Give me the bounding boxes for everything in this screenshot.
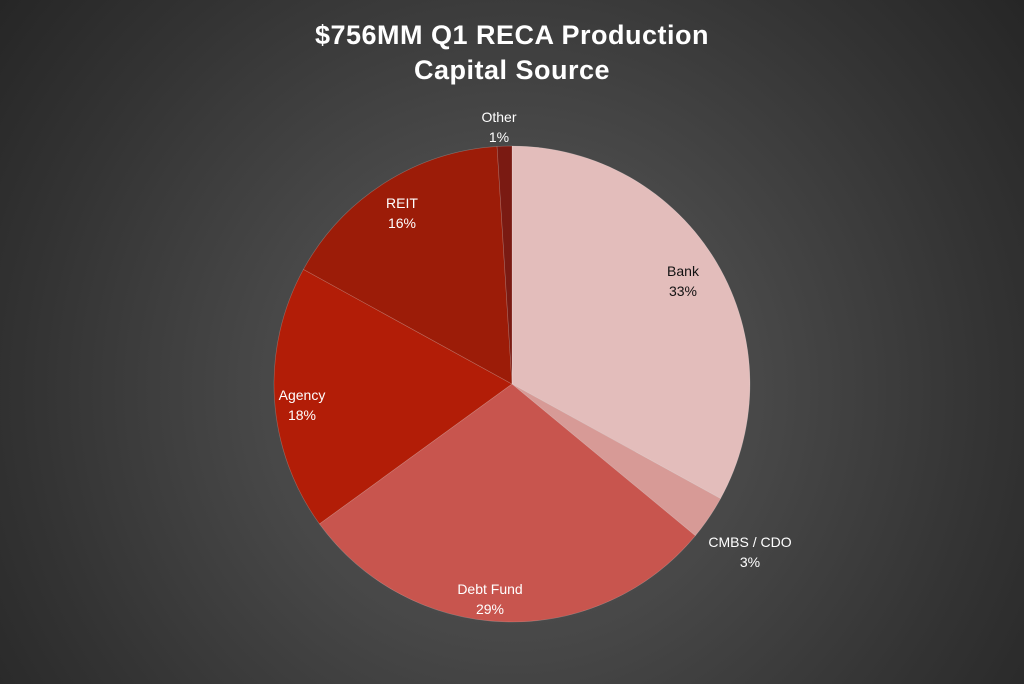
pie-slice-cmbs-cdo: [511, 383, 721, 537]
slice-label-reit: REIT: [386, 195, 418, 211]
slice-value-cmbs-cdo: 3%: [740, 554, 760, 570]
pie-slice-reit: [303, 146, 513, 385]
slice-label-agency: Agency: [279, 387, 326, 403]
slice-value-bank: 33%: [669, 283, 697, 299]
slice-label-cmbs-cdo: CMBS / CDO: [708, 534, 791, 550]
slice-label-other: Other: [481, 109, 516, 125]
pie-slice-debt-fund: [319, 383, 696, 623]
slice-value-other: 1%: [489, 129, 509, 145]
slice-value-debt-fund: 29%: [476, 601, 504, 617]
slice-label-bank: Bank: [667, 263, 700, 279]
slice-value-reit: 16%: [388, 215, 416, 231]
pie-slice-other: [496, 145, 513, 385]
chart-subtitle: Capital Source: [413, 55, 611, 85]
pie-slice-agency: [273, 268, 513, 525]
slice-value-agency: 18%: [288, 407, 316, 423]
chart-title: $756MM Q1 RECA Production: [314, 20, 710, 50]
slice-label-debt-fund: Debt Fund: [457, 581, 522, 597]
pie-slice-bank: [511, 145, 751, 500]
chart-title-block: $756MM Q1 RECA Production Capital Source: [0, 18, 1024, 88]
